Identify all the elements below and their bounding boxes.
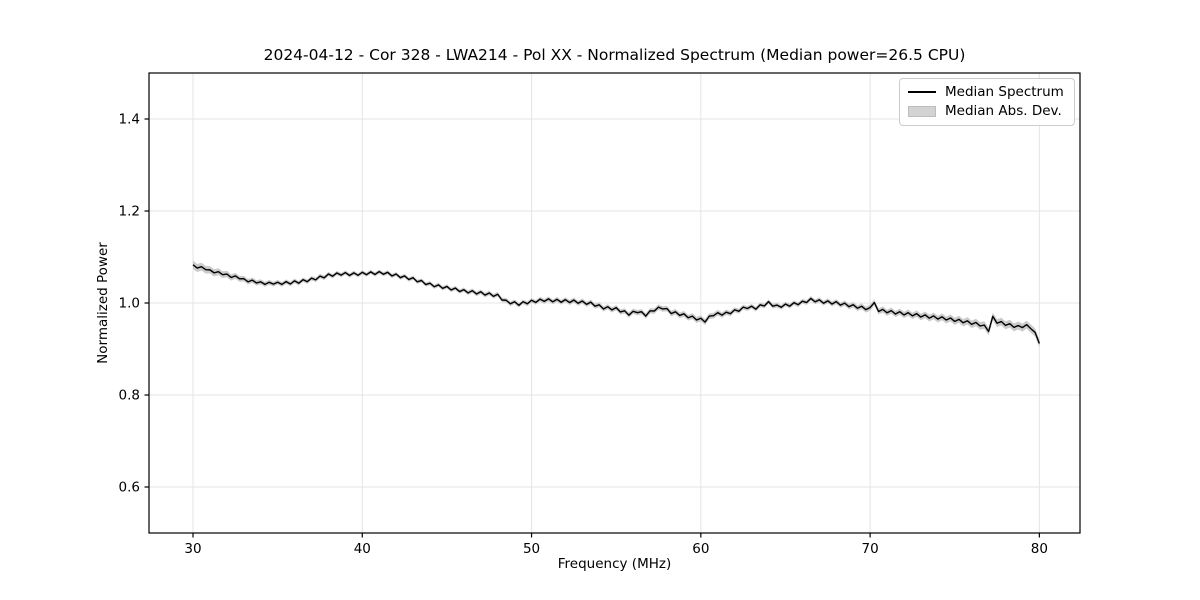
legend-label: Median Abs. Dev. bbox=[945, 103, 1062, 119]
x-tick-label: 80 bbox=[1031, 541, 1048, 557]
legend-label: Median Spectrum bbox=[945, 84, 1064, 100]
legend-entry-median-spectrum: Median Spectrum bbox=[908, 83, 1066, 101]
x-tick-label: 40 bbox=[354, 541, 371, 557]
x-tick-label: 70 bbox=[862, 541, 879, 557]
x-tick-label: 50 bbox=[523, 541, 540, 557]
median-spectrum-line-swatch bbox=[908, 91, 936, 93]
y-tick-label: 0.8 bbox=[119, 388, 140, 404]
chart-title: 2024-04-12 - Cor 328 - LWA214 - Pol XX -… bbox=[263, 46, 966, 64]
legend: Median Spectrum Median Abs. Dev. bbox=[899, 78, 1075, 126]
y-tick-label: 1.0 bbox=[119, 296, 140, 312]
median-spectrum-line bbox=[192, 264, 1041, 344]
x-axis-label: Frequency (MHz) bbox=[557, 556, 672, 572]
y-tick-label: 1.2 bbox=[119, 204, 140, 220]
y-tick-label: 1.4 bbox=[119, 112, 140, 128]
y-axis-label: Normalized Power bbox=[95, 242, 111, 364]
x-tick-label: 30 bbox=[184, 541, 201, 557]
legend-entry-median-abs-dev: Median Abs. Dev. bbox=[908, 102, 1066, 120]
median-abs-dev-patch-swatch bbox=[908, 105, 936, 117]
y-tick-label: 0.6 bbox=[119, 480, 140, 496]
x-tick-label: 60 bbox=[692, 541, 709, 557]
mad-band bbox=[193, 260, 1040, 348]
